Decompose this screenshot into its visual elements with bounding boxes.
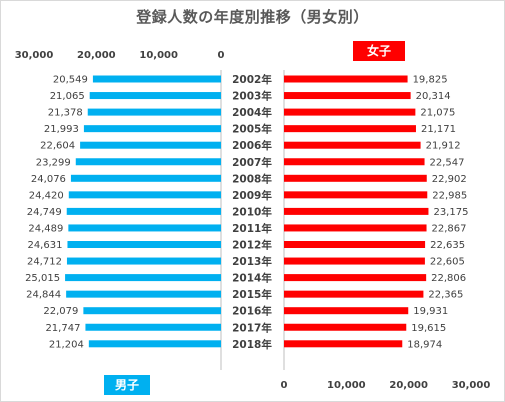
male-bar [66,257,221,265]
male-bar [83,125,221,133]
year-category-label: 2010年 [232,205,272,218]
year-category-label: 2013年 [232,255,272,268]
male-bar [92,75,222,83]
female-data-label: 22,635 [430,240,465,251]
female-axis-tick-label: 0 [281,380,288,391]
female-bar [284,141,421,149]
male-axis-tick-label: 30,000 [15,50,54,61]
female-data-label: 22,806 [431,273,466,284]
male-bar [85,323,222,331]
year-category-label: 2014年 [232,272,272,285]
male-bar [66,290,221,298]
female-data-label: 19,931 [413,306,448,317]
female-bar [284,108,416,116]
female-data-label: 21,075 [420,108,455,119]
female-data-label: 22,605 [430,257,465,268]
female-bar [284,323,407,331]
year-category-label: 2002年 [232,73,272,86]
male-data-label: 24,712 [27,257,62,268]
year-category-label: 2015年 [232,288,272,301]
male-bar [83,307,221,315]
male-data-label: 24,420 [29,190,64,201]
female-bar [284,290,424,298]
year-category-label: 2004年 [232,106,272,119]
male-bar [68,191,221,199]
female-bar [284,224,427,232]
year-category-label: 2012年 [232,239,272,252]
female-bar [284,307,409,315]
male-bar [89,92,222,100]
female-bar [284,191,428,199]
male-data-label: 24,844 [26,290,61,301]
male-data-label: 22,079 [43,306,78,317]
female-bar [284,241,426,248]
year-category-label: 2008年 [232,172,272,185]
male-bar [65,274,221,282]
female-data-label: 22,867 [432,223,467,234]
male-bar [66,207,221,215]
female-data-label: 22,902 [432,174,467,185]
male-bar [67,241,221,248]
male-bar [80,141,221,149]
year-category-label: 2016年 [232,305,272,318]
female-data-label: 20,314 [416,91,451,102]
male-data-label: 21,378 [48,108,83,119]
male-data-label: 21,993 [44,124,79,135]
year-category-label: 2003年 [232,90,272,103]
male-data-label: 25,015 [25,273,60,284]
female-bar [284,92,411,100]
female-series-badge: 女子 [353,41,405,61]
female-data-label: 18,974 [407,339,442,350]
male-data-label: 24,631 [27,240,62,251]
female-bar [284,125,416,133]
female-data-label: 19,825 [413,75,448,86]
female-bar [284,207,429,215]
female-bar [284,340,403,348]
male-data-label: 24,749 [27,207,62,218]
year-category-label: 2009年 [232,189,272,202]
male-bar [68,224,221,232]
female-axis-tick-label: 20,000 [389,380,428,391]
female-axis-tick-label: 10,000 [327,380,366,391]
male-data-label: 20,549 [53,75,88,86]
female-data-label: 22,365 [428,290,463,301]
male-axis-tick-label: 0 [218,50,225,61]
year-category-label: 2017年 [232,321,272,334]
female-bar [284,257,425,265]
male-data-label: 21,065 [50,91,85,102]
female-data-label: 21,912 [426,141,461,152]
male-data-label: 23,299 [36,157,71,168]
male-bar [75,158,222,166]
male-data-label: 21,747 [45,323,80,334]
female-data-label: 21,171 [421,124,456,135]
year-category-label: 2018年 [232,338,272,351]
female-data-label: 19,615 [411,323,446,334]
male-data-label: 24,489 [28,223,63,234]
male-series-badge: 男子 [104,375,150,395]
chart-title: 登録人数の年度別推移（男女別） [136,8,369,26]
male-bar [70,174,221,182]
male-bar [88,340,221,348]
female-bar [284,75,408,83]
male-bar [87,108,221,116]
female-data-label: 23,175 [433,207,468,218]
female-bar [284,274,427,282]
female-data-label: 22,985 [432,190,467,201]
year-category-label: 2005年 [232,123,272,136]
male-data-label: 22,604 [40,141,75,152]
female-data-label: 22,547 [430,157,465,168]
male-data-label: 21,204 [49,339,84,350]
female-bar [284,158,425,166]
year-category-label: 2006年 [232,139,272,152]
male-axis-tick-label: 20,000 [77,50,116,61]
male-data-label: 24,076 [31,174,66,185]
female-axis-tick-label: 30,000 [452,380,491,391]
year-category-label: 2007年 [232,156,272,169]
year-category-label: 2011年 [232,222,272,235]
male-axis-tick-label: 10,000 [139,50,178,61]
female-bar [284,174,427,182]
